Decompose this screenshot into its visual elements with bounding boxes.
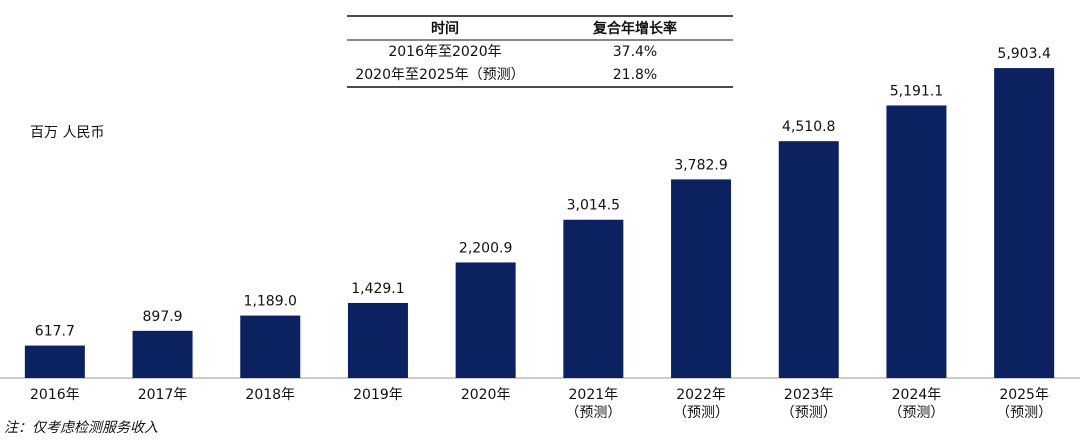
x-tick-label: 2017年 (138, 387, 188, 403)
bar (132, 330, 193, 378)
bar (347, 302, 408, 378)
bar (563, 219, 624, 378)
x-tick-note: （预测） (565, 405, 621, 421)
x-tick-label: 2025年 (999, 387, 1049, 403)
table-cell: 37.4% (613, 44, 657, 60)
unit-label: 百万 人民币 (30, 125, 104, 141)
value-label: 1,189.0 (244, 294, 297, 310)
x-tick-label: 2021年 (569, 387, 619, 403)
value-label: 5,903.4 (997, 46, 1051, 62)
x-tick-label: 2020年 (461, 387, 511, 403)
x-tick-label: 2023年 (784, 387, 834, 403)
value-label: 3,782.9 (674, 157, 727, 173)
x-tick-note: （预测） (781, 405, 837, 421)
bar (24, 345, 85, 378)
note: 注：仅考虑检测服务收入 (4, 420, 158, 436)
value-label: 5,191.1 (890, 83, 943, 99)
value-label: 2,200.9 (459, 240, 512, 256)
value-label: 3,014.5 (567, 198, 620, 214)
value-label: 617.7 (35, 324, 75, 340)
bar (886, 105, 947, 378)
value-label: 897.9 (143, 309, 183, 325)
bar (240, 315, 301, 378)
value-label: 1,429.1 (351, 281, 404, 297)
table-cell: 2016年至2020年 (388, 44, 501, 60)
bar (671, 179, 732, 378)
x-tick-label: 2022年 (676, 387, 726, 403)
x-tick-note: （预测） (888, 405, 944, 421)
x-tick-note: （预测） (673, 405, 729, 421)
x-tick-label: 2016年 (30, 387, 80, 403)
table-header: 时间 (431, 20, 459, 37)
table-cell: 2020年至2025年（预测） (355, 67, 524, 83)
table-cell: 21.8% (613, 67, 657, 83)
bar (778, 141, 839, 378)
x-tick-note: （预测） (996, 405, 1052, 421)
bar (455, 262, 516, 378)
x-tick-label: 2018年 (245, 387, 295, 403)
x-tick-label: 2019年 (353, 387, 403, 403)
table-header: 复合年增长率 (592, 20, 677, 37)
x-tick-label: 2024年 (892, 387, 942, 403)
bar (994, 68, 1055, 378)
value-label: 4,510.8 (782, 119, 835, 135)
